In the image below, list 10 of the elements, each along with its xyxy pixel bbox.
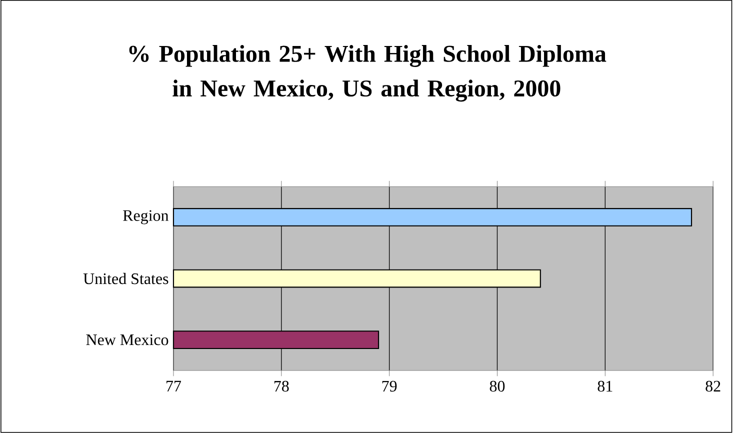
x-tick-label: 81 [598,380,612,392]
x-tick-label: 77 [166,380,181,392]
y-tick-label: New Mexico [86,334,168,346]
x-tick-label: 78 [274,380,289,392]
x-tick-label: 79 [382,380,397,392]
chart-title: % Population 25+ With High School Diploma in New Mexico, US and Region, 2000 [129,44,606,102]
y-tick-label: Region [123,210,169,224]
x-tick-label: 80 [490,380,505,392]
x-tick-label: 82 [706,380,720,392]
y-tick-label: United States [83,272,168,284]
